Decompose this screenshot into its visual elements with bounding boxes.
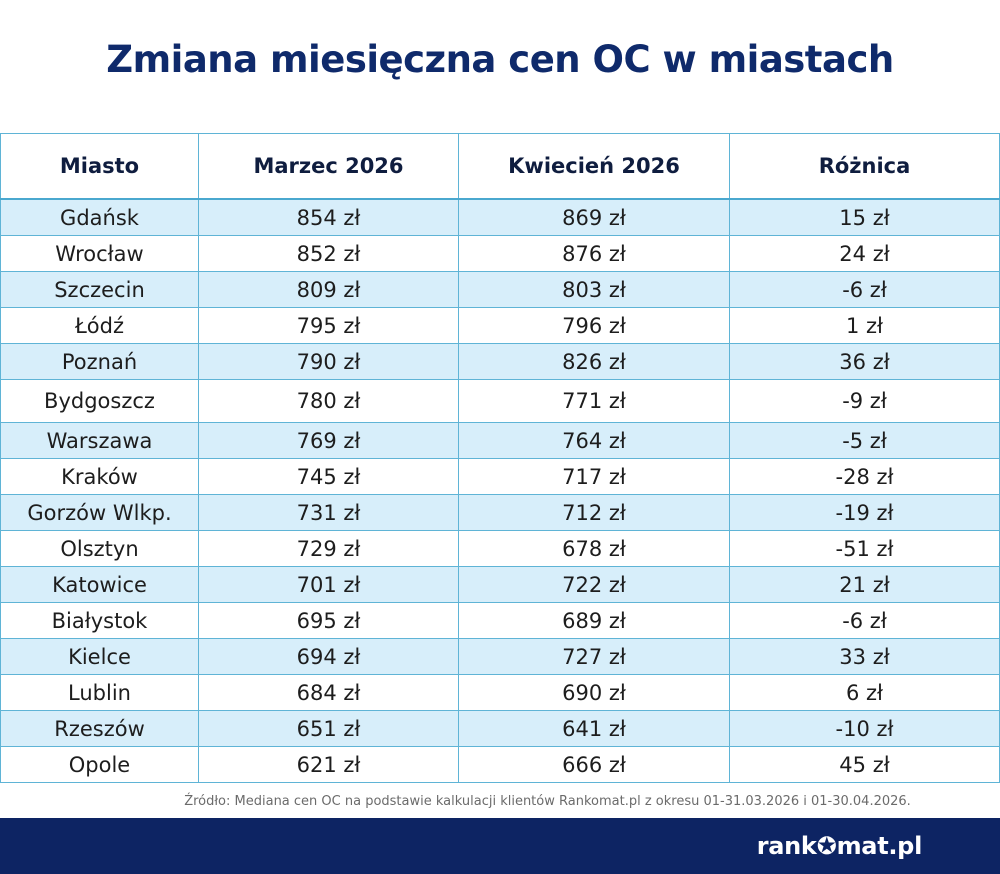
cell-march-price: 729 zł xyxy=(198,530,459,567)
cell-city: Łódź xyxy=(0,307,199,344)
cell-march-price: 795 zł xyxy=(198,307,459,344)
cell-city: Lublin xyxy=(0,674,199,711)
cell-difference: -51 zł xyxy=(729,530,1000,567)
cell-city: Szczecin xyxy=(0,271,199,308)
cell-city: Wrocław xyxy=(0,235,199,272)
cell-difference: 6 zł xyxy=(729,674,1000,711)
logo-text-left: rank xyxy=(756,832,817,860)
cell-march-price: 621 zł xyxy=(198,746,459,783)
cell-april-price: 678 zł xyxy=(458,530,730,567)
cell-city: Gdańsk xyxy=(0,198,199,236)
column-header-april: Kwiecień 2026 xyxy=(458,133,730,200)
table-row: Kielce 694 zł 727 zł 33 zł xyxy=(0,638,1000,675)
cell-april-price: 771 zł xyxy=(458,379,730,423)
cell-difference: 24 zł xyxy=(729,235,1000,272)
table-header-row: Miasto Marzec 2026 Kwiecień 2026 Różnica xyxy=(0,133,1000,200)
cell-march-price: 684 zł xyxy=(198,674,459,711)
cell-march-price: 694 zł xyxy=(198,638,459,675)
cell-difference: -28 zł xyxy=(729,458,1000,495)
cell-difference: -10 zł xyxy=(729,710,1000,747)
cell-city: Kielce xyxy=(0,638,199,675)
cell-difference: -5 zł xyxy=(729,422,1000,459)
cell-city: Gorzów Wlkp. xyxy=(0,494,199,531)
table-row: Białystok 695 zł 689 zł -6 zł xyxy=(0,602,1000,639)
cell-april-price: 717 zł xyxy=(458,458,730,495)
table-row: Lublin 684 zł 690 zł 6 zł xyxy=(0,674,1000,711)
column-header-difference: Różnica xyxy=(729,133,1000,200)
table-row: Kraków 745 zł 717 zł -28 zł xyxy=(0,458,1000,495)
cell-city: Rzeszów xyxy=(0,710,199,747)
cell-march-price: 854 zł xyxy=(198,198,459,236)
cell-difference: -6 zł xyxy=(729,271,1000,308)
cell-difference: 36 zł xyxy=(729,343,1000,380)
column-header-city: Miasto xyxy=(0,133,199,200)
cell-april-price: 689 zł xyxy=(458,602,730,639)
table-row: Wrocław 852 zł 876 zł 24 zł xyxy=(0,235,1000,272)
cell-april-price: 722 zł xyxy=(458,566,730,603)
cell-difference: -19 zł xyxy=(729,494,1000,531)
cell-march-price: 809 zł xyxy=(198,271,459,308)
cell-april-price: 712 zł xyxy=(458,494,730,531)
table-body: Gdańsk 854 zł 869 zł 15 zł Wrocław 852 zł 876 … xyxy=(0,198,1000,783)
cell-difference: 15 zł xyxy=(729,198,1000,236)
footer-bar: rank✪mat.pl xyxy=(0,818,1000,874)
table-row: Gorzów Wlkp. 731 zł 712 zł -19 zł xyxy=(0,494,1000,531)
cell-city: Poznań xyxy=(0,343,199,380)
cell-april-price: 666 zł xyxy=(458,746,730,783)
cell-difference: 33 zł xyxy=(729,638,1000,675)
source-note: Źródło: Mediana cen OC na podstawie kalk… xyxy=(184,794,911,809)
table-row: Bydgoszcz 780 zł 771 zł -9 zł xyxy=(0,379,1000,423)
page-title: Zmiana miesięczna cen OC w miastach xyxy=(106,38,894,81)
cell-difference: -9 zł xyxy=(729,379,1000,423)
logo-text-right: mat.pl xyxy=(836,832,923,860)
cell-april-price: 764 zł xyxy=(458,422,730,459)
cell-city: Olsztyn xyxy=(0,530,199,567)
column-header-march: Marzec 2026 xyxy=(198,133,459,200)
cell-city: Kraków xyxy=(0,458,199,495)
cell-city: Warszawa xyxy=(0,422,199,459)
cell-city: Bydgoszcz xyxy=(0,379,199,423)
cell-april-price: 690 zł xyxy=(458,674,730,711)
table-row: Warszawa 769 zł 764 zł -5 zł xyxy=(0,422,1000,459)
price-table: Miasto Marzec 2026 Kwiecień 2026 Różnica… xyxy=(0,133,1000,783)
cell-city: Białystok xyxy=(0,602,199,639)
cell-city: Opole xyxy=(0,746,199,783)
cell-april-price: 876 zł xyxy=(458,235,730,272)
cell-march-price: 651 zł xyxy=(198,710,459,747)
cell-difference: 21 zł xyxy=(729,566,1000,603)
table-row: Rzeszów 651 zł 641 zł -10 zł xyxy=(0,710,1000,747)
cell-april-price: 869 zł xyxy=(458,198,730,236)
cell-march-price: 745 zł xyxy=(198,458,459,495)
cell-march-price: 731 zł xyxy=(198,494,459,531)
cell-march-price: 852 zł xyxy=(198,235,459,272)
cell-april-price: 796 zł xyxy=(458,307,730,344)
cell-april-price: 826 zł xyxy=(458,343,730,380)
cell-march-price: 790 zł xyxy=(198,343,459,380)
cell-march-price: 780 zł xyxy=(198,379,459,423)
cell-march-price: 701 zł xyxy=(198,566,459,603)
table-row: Łódź 795 zł 796 zł 1 zł xyxy=(0,307,1000,344)
cell-april-price: 803 zł xyxy=(458,271,730,308)
cell-difference: 1 zł xyxy=(729,307,1000,344)
cell-april-price: 727 zł xyxy=(458,638,730,675)
table-row: Poznań 790 zł 826 zł 36 zł xyxy=(0,343,1000,380)
cell-april-price: 641 zł xyxy=(458,710,730,747)
cell-difference: 45 zł xyxy=(729,746,1000,783)
cell-march-price: 695 zł xyxy=(198,602,459,639)
table-row: Opole 621 zł 666 zł 45 zł xyxy=(0,746,1000,783)
rankomat-logo[interactable]: rank✪mat.pl xyxy=(756,832,923,860)
cell-march-price: 769 zł xyxy=(198,422,459,459)
table-row: Gdańsk 854 zł 869 zł 15 zł xyxy=(0,198,1000,236)
cell-difference: -6 zł xyxy=(729,602,1000,639)
table-row: Olsztyn 729 zł 678 zł -51 zł xyxy=(0,530,1000,567)
table-row: Katowice 701 zł 722 zł 21 zł xyxy=(0,566,1000,603)
star-icon: ✪ xyxy=(816,832,837,860)
table-row: Szczecin 809 zł 803 zł -6 zł xyxy=(0,271,1000,308)
cell-city: Katowice xyxy=(0,566,199,603)
